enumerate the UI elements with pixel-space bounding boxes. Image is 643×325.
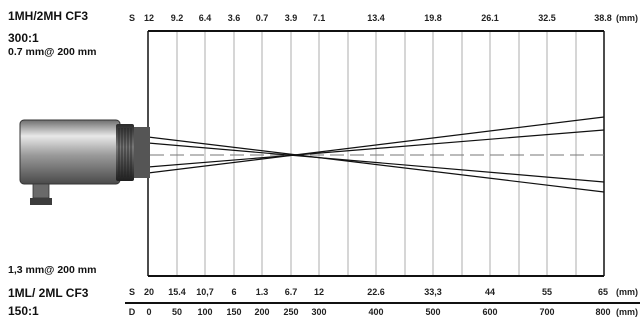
scale-tick: 22.6: [367, 287, 385, 297]
scale-tick: 150: [226, 307, 242, 317]
beam-line-150-upper: [147, 136, 605, 193]
scale-tick: 33,3: [424, 287, 442, 297]
scale-prefix: S: [128, 287, 136, 297]
scale-tick: 20: [143, 287, 155, 297]
scale-tick: 44: [484, 287, 496, 297]
scale-tick: 12: [313, 287, 325, 297]
scale-tick: 38.8: [594, 13, 612, 23]
scale-tick: 600: [482, 307, 498, 317]
scale-unit: (mm): [616, 287, 638, 297]
grid-lines: [176, 32, 577, 275]
scale-tick: 3.9: [284, 13, 298, 23]
distance-scale: D 0 50 100 150 200 250 300 400 500 600 7…: [0, 307, 643, 321]
sensor-lens-mount: [134, 127, 150, 178]
scale-unit: (mm): [616, 13, 638, 23]
scale-tick: 6: [231, 287, 237, 297]
scale-tick: 55: [541, 287, 553, 297]
sensor-connector-cap: [30, 198, 52, 205]
scale-tick: 6.4: [198, 13, 212, 23]
scale-tick: 800: [595, 307, 611, 317]
scale-separator: [125, 302, 640, 304]
scale-tick: 7.1: [312, 13, 326, 23]
bottom-spot-scale: S 20 15.4 10,7 6 1.3 6.7 12 22.6 33,3 44…: [0, 287, 643, 301]
scale-tick: 0: [146, 307, 152, 317]
sensor-illustration: [19, 119, 150, 205]
scale-tick: 500: [425, 307, 441, 317]
scale-tick: 0.7: [255, 13, 269, 23]
scale-tick: 700: [539, 307, 555, 317]
scale-prefix: S: [128, 13, 136, 23]
beam-line-300-lower: [147, 129, 605, 168]
scale-tick: 300: [311, 307, 327, 317]
scale-tick: 10,7: [196, 287, 214, 297]
scale-tick: 26.1: [481, 13, 499, 23]
scale-unit: (mm): [616, 307, 638, 317]
beam-line-300-upper: [147, 142, 605, 183]
scale-tick: 3.6: [227, 13, 241, 23]
scale-tick: 15.4: [168, 287, 186, 297]
scale-tick: 200: [254, 307, 270, 317]
scale-tick: 250: [283, 307, 299, 317]
scale-tick: 6.7: [284, 287, 298, 297]
bottom-model-spot-note: 1,3 mm@ 200 mm: [8, 264, 97, 276]
bottom-model-ratio: 150:1: [8, 304, 39, 318]
scale-tick: 32.5: [538, 13, 556, 23]
sensor-connector: [32, 183, 50, 199]
scale-tick: 12: [143, 13, 155, 23]
top-model-name: 1MH/2MH CF3: [8, 9, 89, 23]
scale-tick: 65: [597, 287, 609, 297]
sensor-body: [19, 119, 121, 185]
bottom-model-name: 1ML/ 2ML CF3: [8, 286, 89, 300]
scale-prefix: D: [128, 307, 136, 317]
scale-tick: 19.8: [424, 13, 442, 23]
scale-tick: 1.3: [255, 287, 269, 297]
scale-tick: 9.2: [170, 13, 184, 23]
beam-line-150-lower: [147, 116, 605, 174]
top-spot-scale: S 12 9.2 6.4 3.6 0.7 3.9 7.1 13.4 19.8 2…: [0, 13, 643, 27]
top-model-spot-note: 0.7 mm@ 200 mm: [8, 46, 97, 58]
beam-lines: [147, 116, 605, 193]
top-model-ratio: 300:1: [8, 31, 39, 45]
scale-tick: 100: [197, 307, 213, 317]
scale-tick: 50: [171, 307, 183, 317]
scale-tick: 400: [368, 307, 384, 317]
scale-tick: 13.4: [367, 13, 385, 23]
